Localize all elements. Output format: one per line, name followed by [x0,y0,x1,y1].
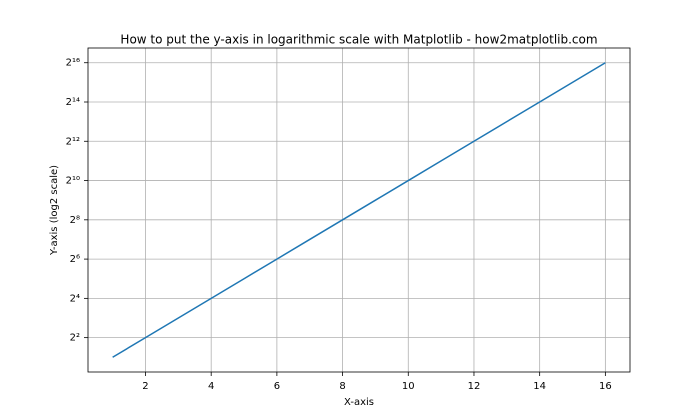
line [112,62,606,358]
y-tick-label: 2⁴ [70,293,80,304]
y-axis-label: Y-axis (log2 scale) [49,165,60,256]
y-tick-label: 2⁸ [70,215,80,226]
y-tick-label: 2⁶ [70,254,80,265]
x-axis-label: X-axis [344,397,374,408]
y-tick-label: 2¹⁶ [66,58,80,69]
y-tick-label: 2¹² [66,136,80,147]
y-tick-label: 2¹⁴ [66,97,80,108]
y-tick-label: 2² [70,333,80,344]
x-tick-label: 12 [468,381,481,392]
x-tick-label: 14 [533,381,546,392]
plot-frame [87,47,631,373]
x-tick-label: 10 [402,381,415,392]
y-tick-label: 2¹⁰ [66,176,80,187]
x-tick-label: 2 [142,381,148,392]
x-tick-label: 16 [599,381,612,392]
x-tick-label: 8 [339,381,345,392]
chart-title: How to put the y-axis in logarithmic sca… [120,33,597,47]
x-tick-label: 4 [208,381,214,392]
x-tick-label: 6 [274,381,280,392]
